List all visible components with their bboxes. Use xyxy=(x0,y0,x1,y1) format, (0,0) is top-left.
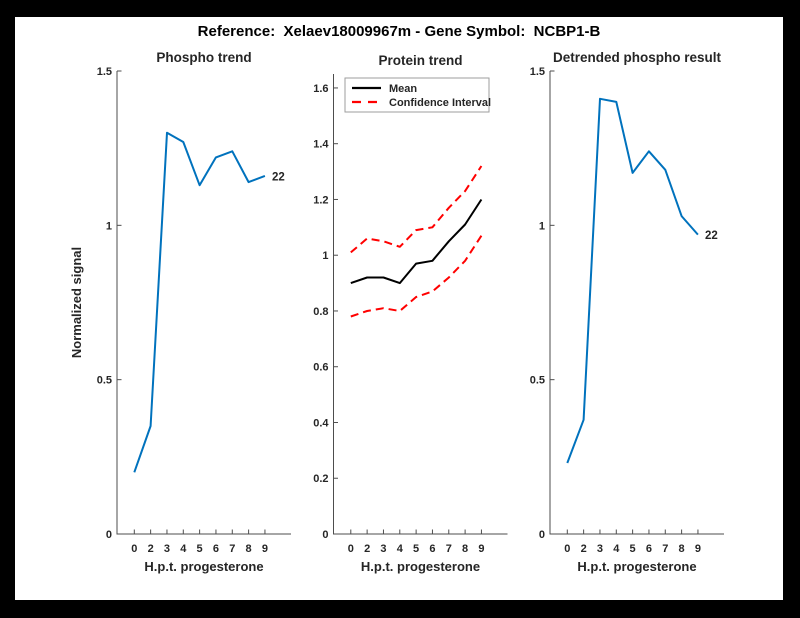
y-tick-label: 1.4 xyxy=(313,139,329,151)
x-tick-label: 4 xyxy=(397,543,404,555)
x-tick-label: 7 xyxy=(662,543,668,555)
x-axis-label: H.p.t. progesterone xyxy=(577,559,696,574)
x-tick-label: 3 xyxy=(597,543,603,555)
x-tick-label: 9 xyxy=(478,543,484,555)
x-axis-label: H.p.t. progesterone xyxy=(361,559,480,574)
series-phospho-signal xyxy=(133,131,266,473)
x-tick-label: 0 xyxy=(564,543,570,555)
subplot-protein-trend: 00.20.40.60.811.21.41.60 2 3 4 5 6 7 8 9Protein … xyxy=(313,53,508,574)
x-tick-label: 9 xyxy=(262,543,268,555)
x-tick-label: 3 xyxy=(380,543,386,555)
y-axis-label: Normalized signal xyxy=(69,247,84,358)
x-tick-label: 7 xyxy=(229,543,235,555)
axes-spines xyxy=(549,71,724,535)
y-tick-label: 1.5 xyxy=(530,66,545,78)
x-axis-label: H.p.t. progesterone xyxy=(144,559,263,574)
x-tick-label: 5 xyxy=(197,543,203,555)
axes-spines xyxy=(333,74,508,535)
x-tick-label: 7 xyxy=(446,543,452,555)
x-tick-label: 2 xyxy=(148,543,154,555)
series-end-label: 22 xyxy=(705,230,718,242)
x-tick-label: 2 xyxy=(581,543,587,555)
x-tick-label: 6 xyxy=(429,543,435,555)
y-tick-label: 0.4 xyxy=(313,417,329,429)
y-tick-label: 1.6 xyxy=(313,83,328,95)
matlab-figure: Reference: Xelaev18009967m - Gene Symbol… xyxy=(15,17,783,600)
legend-label: Confidence Interval xyxy=(389,97,491,109)
y-axis: 0 0.5 1 1.5 xyxy=(530,66,555,541)
y-tick-label: 0.8 xyxy=(313,306,328,318)
series-detrended-phospho-signal xyxy=(566,97,699,464)
y-tick-label: 0.6 xyxy=(313,362,328,374)
subplot-title: Detrended phospho result xyxy=(553,50,722,65)
y-tick-label: 0.2 xyxy=(313,473,328,485)
y-tick-label: 1.2 xyxy=(313,194,328,206)
legend-box xyxy=(344,77,490,113)
y-tick-label: 0.5 xyxy=(97,375,112,387)
y-axis: 0 0.2 0.4 0.6 0.8 1 1.2 1.4 1.6 xyxy=(313,83,338,541)
x-tick-label: 8 xyxy=(679,543,685,555)
y-tick-label: 0.5 xyxy=(530,375,545,387)
x-tick-label: 6 xyxy=(213,543,219,555)
x-tick-label: 3 xyxy=(164,543,170,555)
x-tick-label: 2 xyxy=(364,543,370,555)
legend: Mean Confidence Interval xyxy=(344,77,491,113)
figure-title: Reference: Xelaev18009967m - Gene Symbol… xyxy=(197,23,601,40)
x-tick-label: 4 xyxy=(613,543,620,555)
x-tick-label: 8 xyxy=(246,543,252,555)
y-tick-label: 0 xyxy=(106,529,112,541)
x-tick-label: 8 xyxy=(462,543,468,555)
y-tick-label: 1 xyxy=(322,250,328,262)
x-tick-label: 5 xyxy=(630,543,636,555)
y-axis: 0 0.5 1 1.5 xyxy=(97,66,122,541)
x-tick-label: 6 xyxy=(646,543,652,555)
x-tick-label: 5 xyxy=(413,543,419,555)
axes-spines xyxy=(116,71,291,535)
y-tick-label: 1 xyxy=(539,220,545,232)
x-tick-label: 9 xyxy=(695,543,701,555)
series-confidence-interval-upper xyxy=(350,165,483,254)
y-tick-label: 0 xyxy=(539,529,545,541)
series-end-label: 22 xyxy=(272,171,285,183)
legend-label: Mean xyxy=(389,83,417,95)
x-tick-label: 0 xyxy=(348,543,354,555)
x-tick-label: 0 xyxy=(131,543,137,555)
subplot-title: Protein trend xyxy=(378,53,462,68)
subplot-title: Phospho trend xyxy=(156,50,251,65)
y-tick-label: 1 xyxy=(106,220,112,232)
series-mean xyxy=(350,198,483,285)
y-tick-label: 0 xyxy=(322,529,328,541)
series-confidence-interval-lower xyxy=(350,235,483,318)
y-tick-label: 1.5 xyxy=(97,66,112,78)
x-tick-label: 4 xyxy=(180,543,187,555)
